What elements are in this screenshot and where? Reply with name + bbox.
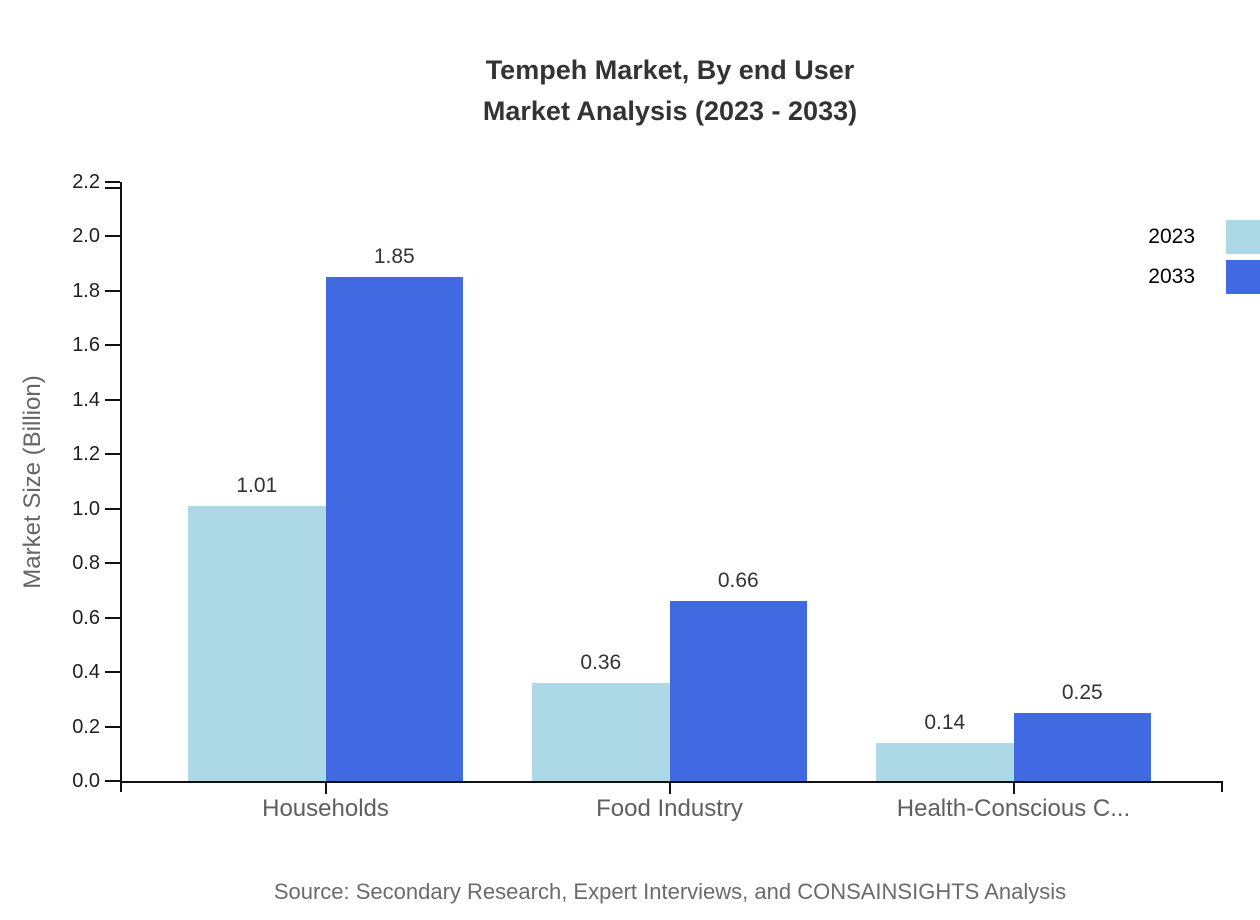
x-axis-tick	[668, 781, 671, 794]
bar-value-label: 0.14	[924, 710, 966, 734]
y-axis-tick-label: 0.2	[72, 715, 100, 738]
y-axis-tick-label: 0.6	[72, 606, 100, 629]
x-axis-left-cap	[120, 781, 122, 792]
y-axis-tick-label: 0.8	[72, 552, 100, 575]
y-axis-tick	[105, 398, 120, 401]
legend-label-2023: 2023	[1148, 225, 1195, 248]
y-axis-tick-label: 1.0	[72, 497, 100, 520]
legend-item-2033: 2033	[1148, 260, 1260, 294]
y-axis-tick-label: 1.2	[72, 443, 100, 466]
y-axis-tick	[105, 725, 120, 728]
y-axis-tick	[105, 616, 120, 619]
y-axis-tick	[105, 235, 120, 238]
y-axis-tick-label: 0.4	[72, 661, 100, 684]
source-note: Source: Secondary Research, Expert Inter…	[273, 879, 1067, 904]
legend-item-2023: 2023	[1148, 220, 1260, 254]
bar-value-label: 1.85	[373, 245, 415, 269]
bar-2023-2	[532, 682, 670, 781]
category-label: Food Industry	[596, 795, 743, 822]
chart-title-line1: Tempeh Market, By end User	[485, 55, 855, 85]
y-axis-tick-label: 1.6	[72, 334, 100, 357]
bar-value-label: 0.36	[580, 650, 622, 674]
bar-2033-2	[669, 601, 807, 781]
y-axis-tick	[105, 181, 120, 183]
legend: 2023 2033	[1148, 220, 1260, 300]
y-axis-tick	[105, 780, 120, 782]
legend-label-2033: 2033	[1148, 265, 1195, 288]
legend-swatch-2023	[1226, 220, 1260, 254]
bar-value-label: 0.66	[717, 569, 759, 593]
y-axis-tick	[105, 671, 120, 674]
y-axis-tick	[105, 289, 120, 292]
bar-value-label: 0.25	[1061, 680, 1103, 704]
x-axis-tick	[1012, 781, 1015, 794]
y-axis-tick-label: 0.0	[72, 770, 100, 792]
bar-2033-3	[1013, 712, 1151, 781]
y-axis-tick-label: 2.0	[72, 225, 100, 248]
y-axis-tick	[105, 453, 120, 456]
chart-title-line2: Market Analysis (2023 - 2033)	[482, 96, 858, 126]
x-axis-tick	[324, 781, 327, 794]
bar-2033-1	[325, 277, 463, 781]
x-axis-right-cap	[1221, 781, 1223, 792]
y-axis-title: Market Size (Billion)	[19, 375, 46, 589]
bar-2023-3	[876, 742, 1014, 781]
y-axis-tick-label: 1.4	[72, 388, 100, 411]
category-label: Health-Conscious C...	[896, 795, 1131, 822]
y-axis-tick	[105, 344, 120, 347]
category-label: Households	[262, 795, 389, 822]
bar-value-label: 1.01	[236, 474, 278, 497]
y-axis-tick-label: 1.8	[72, 279, 100, 302]
legend-swatch-2033	[1226, 260, 1260, 294]
y-axis-tick	[105, 507, 120, 510]
chart-title: Tempeh Market, By end User Market Analys…	[80, 50, 1260, 132]
y-axis-end-cap	[105, 187, 120, 189]
y-axis-tick	[105, 562, 120, 565]
y-axis-tick-label: 2.2	[72, 171, 100, 193]
bar-2023-1	[188, 506, 326, 781]
plot-area: 0.0 0.2 0.4 0.6 0.8 1.0 1.2 1.4 1.6 1.8 2.0 2.2 Hous…	[72, 171, 1223, 822]
